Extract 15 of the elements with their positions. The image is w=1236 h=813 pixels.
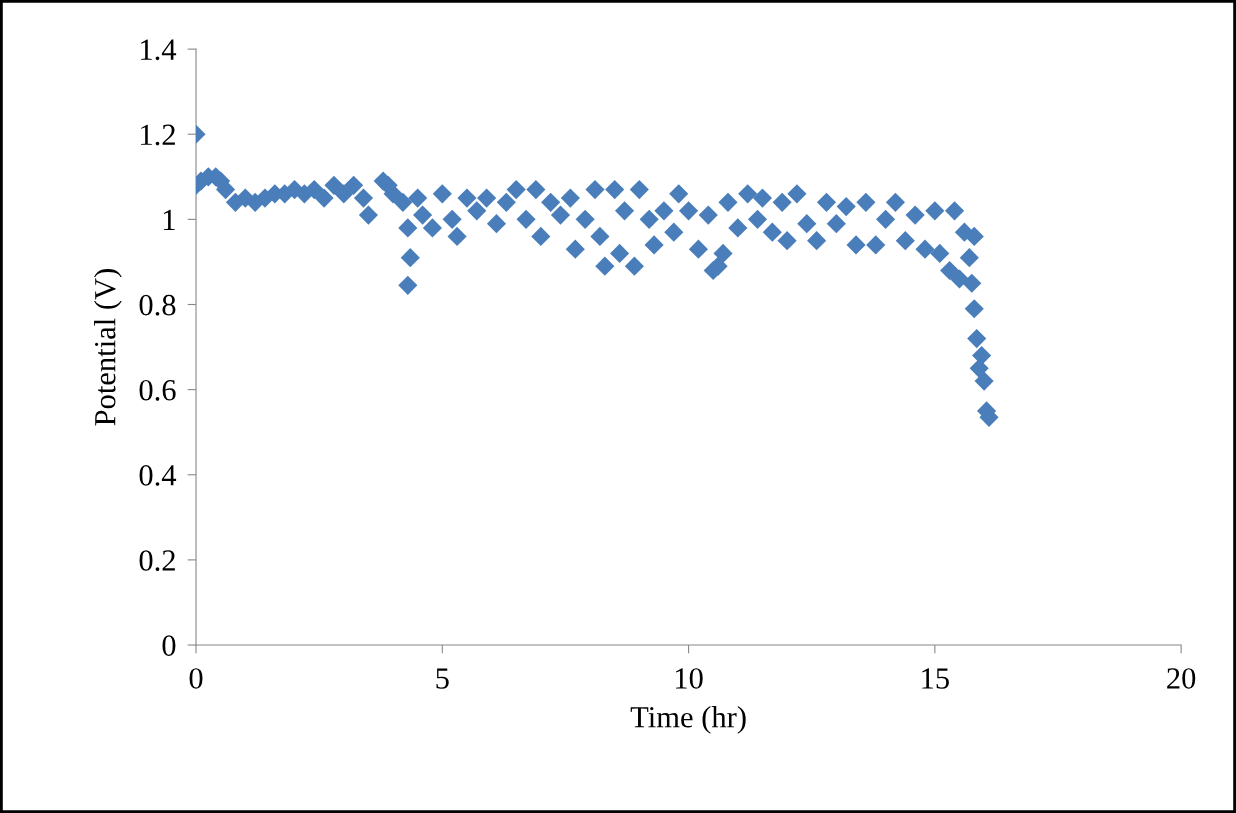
y-tick-label: 0.4 bbox=[139, 465, 177, 486]
y-tick-label: 1.2 bbox=[141, 124, 175, 146]
x-tick-label: 15 bbox=[922, 668, 949, 689]
y-tick-label: 1 bbox=[164, 209, 175, 230]
y-tick-label: 1.4 bbox=[141, 39, 177, 61]
y-tick-label: 0 bbox=[162, 635, 176, 656]
y-tick-label: 0.2 bbox=[139, 550, 175, 571]
x-tick-label: 20 bbox=[1167, 668, 1196, 689]
x-axis-title: Time (hr) bbox=[630, 706, 746, 734]
x-tick-label: 10 bbox=[675, 668, 703, 689]
y-tick-label: 0.8 bbox=[139, 294, 176, 316]
x-tick-label: 0 bbox=[189, 668, 203, 689]
x-tick-label: 5 bbox=[436, 668, 449, 689]
y-axis-title: Potential (V) bbox=[94, 269, 122, 426]
y-tick-label: 0.6 bbox=[139, 379, 176, 401]
